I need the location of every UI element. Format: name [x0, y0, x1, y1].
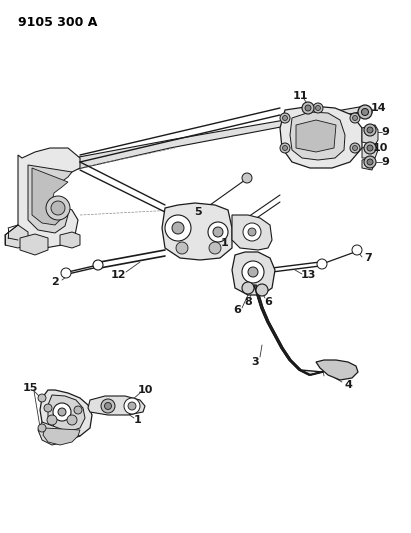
- Circle shape: [47, 415, 57, 425]
- Polygon shape: [232, 252, 275, 295]
- Circle shape: [353, 116, 358, 120]
- Polygon shape: [38, 422, 80, 445]
- Circle shape: [367, 127, 373, 133]
- Polygon shape: [88, 396, 145, 415]
- Circle shape: [242, 282, 254, 294]
- Circle shape: [350, 113, 360, 123]
- Circle shape: [317, 259, 327, 269]
- Text: 6: 6: [233, 305, 241, 315]
- Circle shape: [353, 146, 358, 150]
- Polygon shape: [18, 148, 80, 248]
- Polygon shape: [362, 145, 378, 158]
- Circle shape: [176, 242, 188, 254]
- Text: 7: 7: [364, 253, 372, 263]
- Text: 1: 1: [221, 238, 229, 248]
- Polygon shape: [362, 158, 375, 170]
- Circle shape: [104, 402, 111, 409]
- Circle shape: [74, 406, 82, 414]
- Polygon shape: [20, 234, 48, 255]
- Circle shape: [165, 215, 191, 241]
- Text: 4: 4: [344, 380, 352, 390]
- Text: 9: 9: [381, 127, 389, 137]
- Circle shape: [208, 222, 228, 242]
- Circle shape: [350, 143, 360, 153]
- Circle shape: [280, 143, 290, 153]
- Polygon shape: [362, 125, 378, 145]
- Polygon shape: [5, 225, 28, 248]
- Text: 6: 6: [264, 297, 272, 307]
- Circle shape: [282, 116, 288, 120]
- Circle shape: [46, 196, 70, 220]
- Polygon shape: [296, 120, 336, 152]
- Circle shape: [58, 408, 66, 416]
- Polygon shape: [254, 285, 323, 375]
- Text: 14: 14: [370, 103, 386, 113]
- Circle shape: [248, 267, 258, 277]
- Circle shape: [305, 105, 311, 111]
- Circle shape: [213, 227, 223, 237]
- Circle shape: [352, 245, 362, 255]
- Text: 5: 5: [194, 207, 202, 217]
- Circle shape: [364, 124, 376, 136]
- Circle shape: [242, 261, 264, 283]
- Polygon shape: [32, 168, 68, 225]
- Circle shape: [243, 223, 261, 241]
- Circle shape: [362, 109, 369, 116]
- Text: 3: 3: [251, 357, 259, 367]
- Circle shape: [364, 156, 376, 168]
- Polygon shape: [162, 203, 232, 260]
- Circle shape: [38, 424, 46, 432]
- Circle shape: [248, 228, 256, 236]
- Text: 15: 15: [22, 383, 38, 393]
- Text: 8: 8: [244, 297, 252, 307]
- Polygon shape: [316, 360, 358, 380]
- Circle shape: [367, 159, 373, 165]
- Text: 1: 1: [134, 415, 142, 425]
- Circle shape: [313, 103, 323, 113]
- Text: 9105 300 A: 9105 300 A: [18, 16, 97, 29]
- Circle shape: [38, 394, 46, 402]
- Polygon shape: [43, 428, 80, 445]
- Circle shape: [358, 105, 372, 119]
- Text: 10: 10: [137, 385, 153, 395]
- Polygon shape: [20, 106, 365, 182]
- Circle shape: [367, 145, 373, 151]
- Text: 11: 11: [292, 91, 308, 101]
- Circle shape: [280, 113, 290, 123]
- Circle shape: [209, 242, 221, 254]
- Circle shape: [93, 260, 103, 270]
- Circle shape: [53, 403, 71, 421]
- Circle shape: [242, 173, 252, 183]
- Circle shape: [124, 398, 140, 414]
- Circle shape: [172, 222, 184, 234]
- Circle shape: [101, 399, 115, 413]
- Polygon shape: [60, 232, 80, 248]
- Polygon shape: [48, 395, 85, 432]
- Circle shape: [51, 201, 65, 215]
- Text: 12: 12: [110, 270, 126, 280]
- Text: 9: 9: [381, 157, 389, 167]
- Circle shape: [256, 284, 268, 296]
- Text: 2: 2: [51, 277, 59, 287]
- Circle shape: [61, 268, 71, 278]
- Polygon shape: [232, 215, 272, 250]
- Circle shape: [364, 142, 376, 154]
- Circle shape: [128, 402, 136, 410]
- Circle shape: [302, 102, 314, 114]
- Polygon shape: [290, 112, 345, 160]
- Circle shape: [316, 106, 321, 110]
- Polygon shape: [40, 390, 92, 438]
- Circle shape: [44, 404, 52, 412]
- Circle shape: [282, 146, 288, 150]
- Text: 13: 13: [300, 270, 316, 280]
- Text: 10: 10: [372, 143, 388, 153]
- Circle shape: [67, 415, 77, 425]
- Polygon shape: [28, 165, 72, 233]
- Polygon shape: [280, 106, 362, 168]
